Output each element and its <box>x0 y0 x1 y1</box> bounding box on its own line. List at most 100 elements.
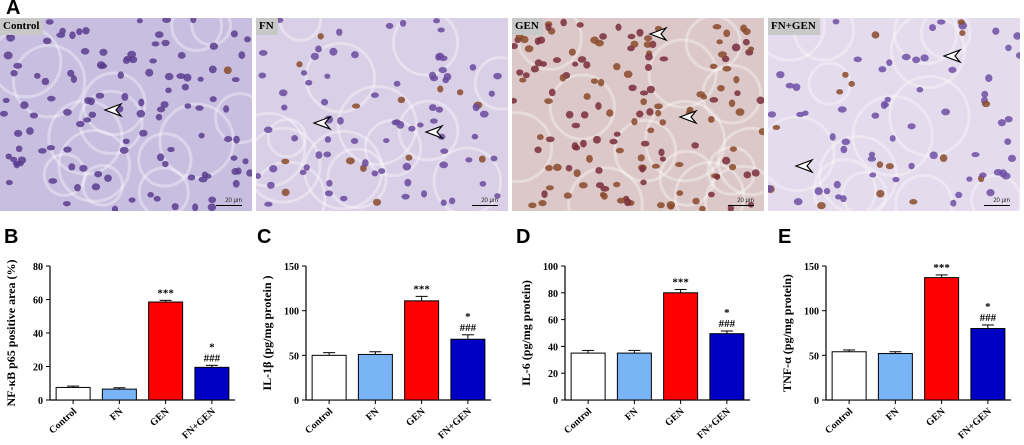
nucleus <box>231 77 240 83</box>
tubule-outline <box>818 134 899 211</box>
nucleus <box>494 193 501 199</box>
nucleus <box>76 28 83 36</box>
nucleus <box>223 66 232 75</box>
nucleus <box>404 178 412 187</box>
nucleus <box>577 56 587 63</box>
nucleus <box>478 155 486 163</box>
nucleus <box>195 105 204 111</box>
y-tick-label: 20 <box>33 363 43 374</box>
nucleus <box>29 112 39 119</box>
micrograph-control-image <box>0 18 252 211</box>
nucleus <box>916 86 924 93</box>
arrowhead-icon <box>424 124 444 140</box>
nucleus <box>315 45 322 53</box>
nucleus <box>1004 115 1013 123</box>
nucleus <box>836 89 844 95</box>
nucleus <box>885 163 894 170</box>
nucleus <box>121 92 129 101</box>
nucleus <box>1004 138 1012 145</box>
arrowhead-icon <box>942 48 962 64</box>
nucleus <box>128 197 136 203</box>
tubule-outline <box>326 147 388 210</box>
nucleus <box>837 106 847 113</box>
nucleus <box>595 167 603 174</box>
nucleus <box>310 52 319 61</box>
y-tick-label: 0 <box>553 396 558 407</box>
micrograph-fn-image <box>256 18 508 211</box>
bar-fn-gen <box>970 328 1006 401</box>
nucleus <box>595 102 602 110</box>
nucleus <box>244 36 251 43</box>
nucleus <box>646 85 655 94</box>
nucleus <box>714 173 721 180</box>
significance-label: ### <box>980 312 997 324</box>
y-tick-label: 100 <box>284 307 299 318</box>
nucleus <box>563 192 572 199</box>
nucleus <box>606 109 614 117</box>
nucleus <box>209 42 219 50</box>
nucleus <box>776 71 785 79</box>
nucleus <box>627 45 635 52</box>
nucleus <box>1008 154 1017 163</box>
nucleus <box>707 116 715 123</box>
tubule-outline <box>11 44 87 119</box>
nucleus <box>986 188 995 197</box>
tubule-outline <box>703 164 764 211</box>
y-axis-label: TNF-α (pg/mg protein) <box>780 274 794 392</box>
x-tick-label: Control <box>562 406 594 437</box>
nucleus <box>438 67 447 74</box>
nucleus <box>399 19 407 27</box>
nucleus <box>281 158 290 165</box>
nucleus <box>901 53 911 61</box>
nucleus <box>920 54 929 62</box>
nucleus <box>966 176 973 182</box>
significance-label: ### <box>204 352 221 364</box>
nucleus <box>691 142 699 149</box>
y-tick-label: 60 <box>548 316 558 327</box>
nucleus <box>568 48 576 56</box>
nucleus <box>712 24 722 30</box>
nucleus <box>149 58 157 64</box>
tubule-outline <box>392 18 460 77</box>
nucleus <box>402 162 412 171</box>
nucleus <box>640 140 650 147</box>
nucleus <box>156 106 166 113</box>
nucleus <box>299 169 307 176</box>
nucleus <box>628 84 637 92</box>
nucleus <box>912 56 921 64</box>
nucleus <box>601 192 608 200</box>
nucleus <box>747 46 755 52</box>
nucleus <box>5 179 13 186</box>
nucleus <box>583 93 591 100</box>
nucleus <box>13 62 23 69</box>
x-tick-label: FN <box>623 406 641 424</box>
nucleus <box>198 176 208 183</box>
nucleus <box>842 71 849 78</box>
nucleus <box>592 135 601 144</box>
nucleus <box>471 133 479 140</box>
nucleus <box>145 68 154 77</box>
nucleus <box>772 124 781 130</box>
nucleus <box>541 190 548 199</box>
bar-control <box>570 352 606 401</box>
nucleus <box>955 191 963 199</box>
nucleus <box>699 205 706 211</box>
arrowhead-icon <box>648 26 668 42</box>
nucleus <box>429 75 439 82</box>
chart-nfkb-svg: NF-κB p65 positive area (%) 0 20 40 60 80 Cont… <box>4 259 235 441</box>
x-tick-label: FN <box>364 406 382 424</box>
nucleus <box>433 18 441 24</box>
nucleus <box>63 146 72 153</box>
tubule-outline <box>512 111 554 184</box>
nucleus <box>153 195 161 202</box>
nucleus <box>47 95 56 102</box>
y-tick-label: 20 <box>548 369 558 380</box>
nucleus <box>117 71 124 79</box>
nucleus <box>147 192 154 198</box>
arrowhead-icon <box>794 158 814 174</box>
tubule-outline <box>970 174 1020 211</box>
nucleus <box>832 18 840 25</box>
x-tick-label: FN+GEN <box>436 406 474 442</box>
nucleus <box>615 23 622 31</box>
nucleus <box>246 169 252 177</box>
